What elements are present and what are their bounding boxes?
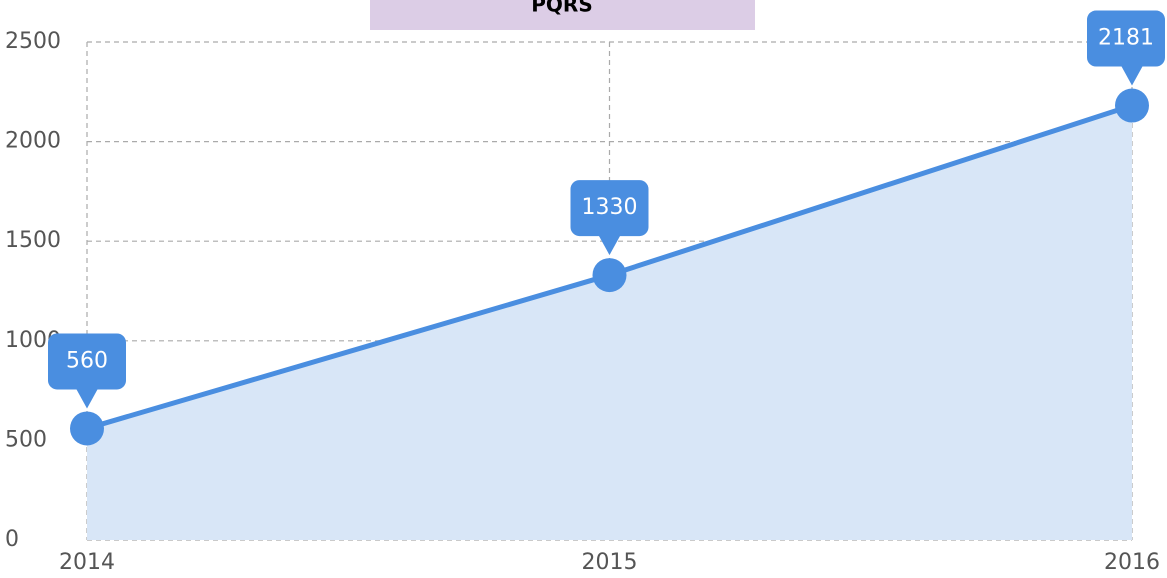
y-tick-label: 2000 [5, 129, 61, 154]
label-pointer [598, 235, 621, 256]
data-label: 1330 [582, 195, 638, 220]
point [1115, 88, 1149, 123]
label-pointer [76, 388, 98, 409]
point [592, 258, 627, 293]
y-tick-label: 500 [5, 427, 47, 452]
label-pointer [1121, 65, 1143, 86]
x-tick-label: 2015 [582, 550, 638, 575]
y-tick-label: 2500 [5, 29, 61, 54]
point [70, 411, 104, 446]
x-tick-label: 2016 [1104, 550, 1160, 575]
label-box [570, 180, 649, 237]
label-box [48, 333, 126, 390]
area [87, 105, 1132, 540]
chart-title: PQRS [531, 0, 592, 17]
data-label: 2181 [1098, 26, 1154, 51]
x-tick-label: 2014 [59, 550, 115, 575]
label-box [1087, 10, 1165, 67]
y-tick-label: 0 [5, 527, 19, 552]
title-box [370, 0, 755, 30]
data-label: 560 [66, 348, 108, 373]
y-tick-label: 1500 [5, 228, 61, 253]
